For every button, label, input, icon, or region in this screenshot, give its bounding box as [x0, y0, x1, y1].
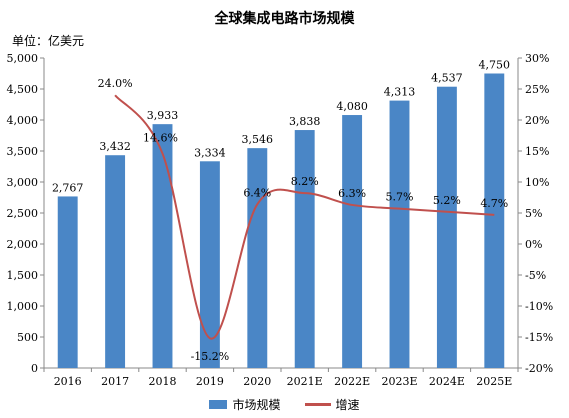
- x-tick-label: 2020: [243, 375, 271, 388]
- y-left-tick-label: 3,000: [7, 176, 39, 189]
- legend-item-bar: 市场规模: [209, 396, 281, 413]
- bar-value-label: 3,546: [242, 133, 274, 146]
- legend-label-line: 增速: [335, 398, 360, 412]
- legend-swatch-bar: [209, 400, 228, 409]
- y-right-tick-label: -15%: [525, 331, 553, 344]
- y-left-tick-label: 1,500: [7, 269, 39, 282]
- x-tick-label: 2019: [196, 375, 224, 388]
- bar: [436, 86, 457, 369]
- y-right-tick-label: 25%: [525, 83, 549, 96]
- legend-label-bar: 市场规模: [232, 398, 281, 412]
- y-left-tick-label: 1,000: [7, 300, 39, 313]
- bar: [199, 161, 220, 368]
- bar: [105, 155, 126, 368]
- x-tick-label: 2023E: [381, 375, 417, 388]
- chart-title: 全球集成电路市场规模: [214, 11, 355, 27]
- bar: [294, 130, 315, 368]
- bar: [247, 148, 268, 368]
- line-value-label: 5.7%: [386, 191, 414, 204]
- y-right-tick-label: 15%: [525, 145, 549, 158]
- bar: [152, 124, 173, 369]
- bar: [342, 115, 363, 368]
- legend-swatch-line: [304, 403, 331, 406]
- y-left-tick-label: 2,500: [7, 207, 39, 220]
- y-right-tick-label: 10%: [525, 176, 549, 189]
- bar-value-label: 2,767: [52, 181, 84, 194]
- bar-value-label: 3,334: [194, 146, 226, 159]
- y-right-tick-label: -10%: [525, 300, 553, 313]
- bar-value-label: 3,933: [147, 109, 179, 122]
- line-value-label: 4.7%: [480, 197, 508, 210]
- unit-label: 单位：亿美元: [12, 34, 85, 48]
- bar-value-label: 4,313: [384, 86, 416, 99]
- bar: [484, 73, 505, 368]
- growth-line: [114, 94, 495, 340]
- y-left-tick-label: 5,000: [7, 52, 39, 65]
- y-left-tick-label: 2,000: [7, 238, 39, 251]
- bar-value-label: 4,537: [431, 72, 463, 85]
- x-tick-label: 2024E: [429, 375, 465, 388]
- x-tick-label: 2017: [101, 375, 129, 388]
- y-left-tick-label: 0: [31, 362, 38, 375]
- bar-value-label: 3,838: [289, 115, 321, 128]
- x-tick-label: 2018: [149, 375, 177, 388]
- line-value-label: 8.2%: [291, 175, 319, 188]
- y-right-tick-label: -20%: [525, 362, 553, 375]
- x-tick-label: 2016: [54, 375, 82, 388]
- y-left-tick-label: 4,500: [7, 83, 39, 96]
- bar: [389, 100, 410, 369]
- y-right-tick-label: 20%: [525, 114, 549, 127]
- bar-value-label: 4,080: [336, 100, 368, 113]
- y-right-tick-label: -5%: [525, 269, 546, 282]
- legend-item-line: 增速: [304, 396, 360, 413]
- y-left-tick-label: 3,500: [7, 145, 39, 158]
- line-value-label: 6.4%: [243, 186, 271, 199]
- y-right-tick-label: 0%: [525, 238, 542, 251]
- bar-value-label: 4,750: [479, 59, 511, 72]
- line-value-label: 5.2%: [433, 194, 461, 207]
- bar: [57, 196, 78, 368]
- x-tick-label: 2022E: [334, 375, 370, 388]
- line-value-label: 14.6%: [143, 131, 178, 144]
- y-right-tick-label: 30%: [525, 52, 549, 65]
- y-left-tick-label: 500: [17, 331, 38, 344]
- line-value-label: -15.2%: [191, 350, 230, 363]
- y-left-tick-label: 4,000: [7, 114, 39, 127]
- y-right-tick-label: 5%: [525, 207, 542, 220]
- legend: 市场规模 增速: [0, 396, 569, 413]
- x-tick-label: 2021E: [287, 375, 323, 388]
- line-value-label: 24.0%: [98, 77, 133, 90]
- x-tick-label: 2025E: [476, 375, 512, 388]
- bar-value-label: 3,432: [99, 140, 131, 153]
- line-value-label: 6.3%: [338, 187, 366, 200]
